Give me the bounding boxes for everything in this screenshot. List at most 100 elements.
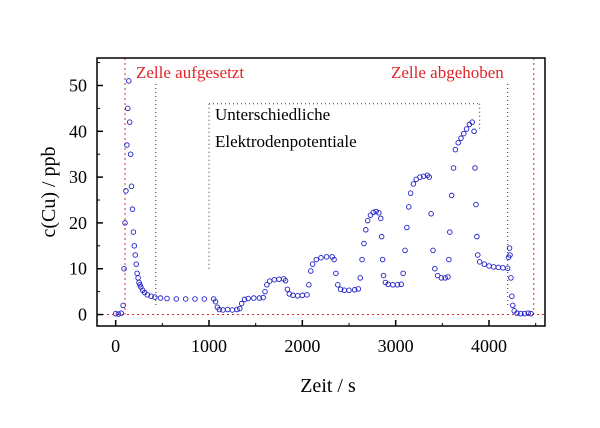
annotation-potentials-line1: Unterschiedliche — [215, 105, 330, 124]
data-point — [373, 208, 379, 215]
data-point — [115, 311, 122, 317]
data-point — [264, 282, 270, 288]
data-point — [455, 140, 461, 146]
data-point — [394, 282, 401, 288]
data-point — [528, 310, 534, 317]
data-point — [380, 272, 387, 279]
y-axis-label: c(Cu) / ppb — [38, 146, 60, 237]
data-point — [469, 119, 475, 125]
annotation-cell-off: Zelle abgehoben — [391, 63, 504, 82]
data-point — [173, 296, 180, 302]
data-point — [120, 302, 126, 309]
x-tick-label: 3000 — [378, 336, 414, 356]
data-point — [260, 294, 266, 301]
data-point — [237, 305, 243, 312]
data-point — [426, 174, 433, 180]
data-point — [282, 277, 289, 284]
data-point — [521, 310, 528, 317]
data-point — [450, 165, 457, 171]
data-point — [367, 212, 374, 218]
data-point — [363, 227, 369, 233]
data-point — [461, 130, 467, 137]
data-point — [525, 310, 531, 316]
x-tick-label: 0 — [111, 336, 120, 356]
data-point — [201, 296, 208, 302]
data-point — [127, 151, 134, 157]
y-tick-label: 40 — [69, 121, 87, 141]
data-point — [152, 294, 158, 300]
data-point — [402, 247, 408, 254]
data-point — [157, 295, 164, 301]
data-point — [447, 229, 453, 235]
data-point — [364, 217, 371, 224]
data-points — [112, 78, 534, 317]
data-point — [471, 128, 477, 135]
data-point — [514, 310, 520, 316]
x-axis-label: Zeit / s — [300, 375, 356, 397]
data-point — [216, 306, 223, 313]
y-tick-label: 10 — [69, 259, 87, 279]
y-tick-label: 50 — [69, 75, 87, 95]
data-point — [377, 215, 384, 222]
y-tick-label: 30 — [69, 167, 87, 187]
x-tick-label: 2000 — [284, 336, 320, 356]
data-point — [313, 256, 320, 263]
data-point — [370, 209, 377, 216]
data-point — [473, 201, 479, 208]
data-point — [331, 256, 337, 263]
annotation-potentials-line2: Elektrodenpotentiale — [215, 132, 357, 151]
data-point — [420, 173, 427, 179]
data-point — [238, 300, 245, 307]
data-point — [251, 295, 257, 301]
data-point — [481, 261, 488, 267]
data-point — [452, 146, 459, 153]
data-point — [284, 286, 291, 293]
data-point — [475, 252, 481, 258]
data-point — [404, 224, 410, 231]
data-point — [508, 275, 514, 281]
data-point — [125, 78, 132, 84]
data-point — [438, 275, 445, 281]
data-point — [129, 206, 136, 212]
data-point — [379, 256, 386, 263]
data-point — [309, 261, 316, 267]
data-point — [432, 265, 438, 272]
data-point — [355, 286, 362, 292]
data-point — [400, 270, 406, 277]
data-point — [361, 240, 367, 247]
data-point — [124, 142, 130, 148]
data-point — [504, 265, 511, 272]
data-point — [442, 275, 448, 281]
data-point — [123, 188, 129, 194]
data-point — [245, 295, 251, 302]
data-point — [405, 204, 412, 210]
data-point — [410, 181, 417, 187]
data-point — [463, 126, 470, 132]
data-point — [212, 298, 219, 305]
y-axis-ticks: 0 10 20 30 40 50 — [69, 62, 103, 325]
data-point — [474, 233, 480, 240]
x-tick-label: 1000 — [191, 336, 227, 356]
data-point — [398, 281, 405, 288]
data-point — [337, 286, 344, 293]
data-point — [333, 270, 339, 277]
data-point — [304, 292, 310, 298]
data-point — [323, 254, 330, 260]
data-point — [133, 261, 139, 267]
data-point — [318, 254, 324, 261]
x-tick-label: 4000 — [471, 336, 507, 356]
data-point — [509, 293, 515, 299]
data-point — [241, 296, 248, 303]
data-point — [130, 229, 137, 235]
data-point — [351, 287, 358, 293]
data-point — [182, 296, 189, 302]
data-point — [407, 190, 414, 196]
data-point — [357, 275, 363, 281]
data-point — [307, 268, 314, 274]
data-point — [164, 295, 170, 302]
data-point — [335, 282, 341, 288]
y-tick-label: 20 — [69, 213, 87, 233]
data-point — [428, 211, 434, 217]
